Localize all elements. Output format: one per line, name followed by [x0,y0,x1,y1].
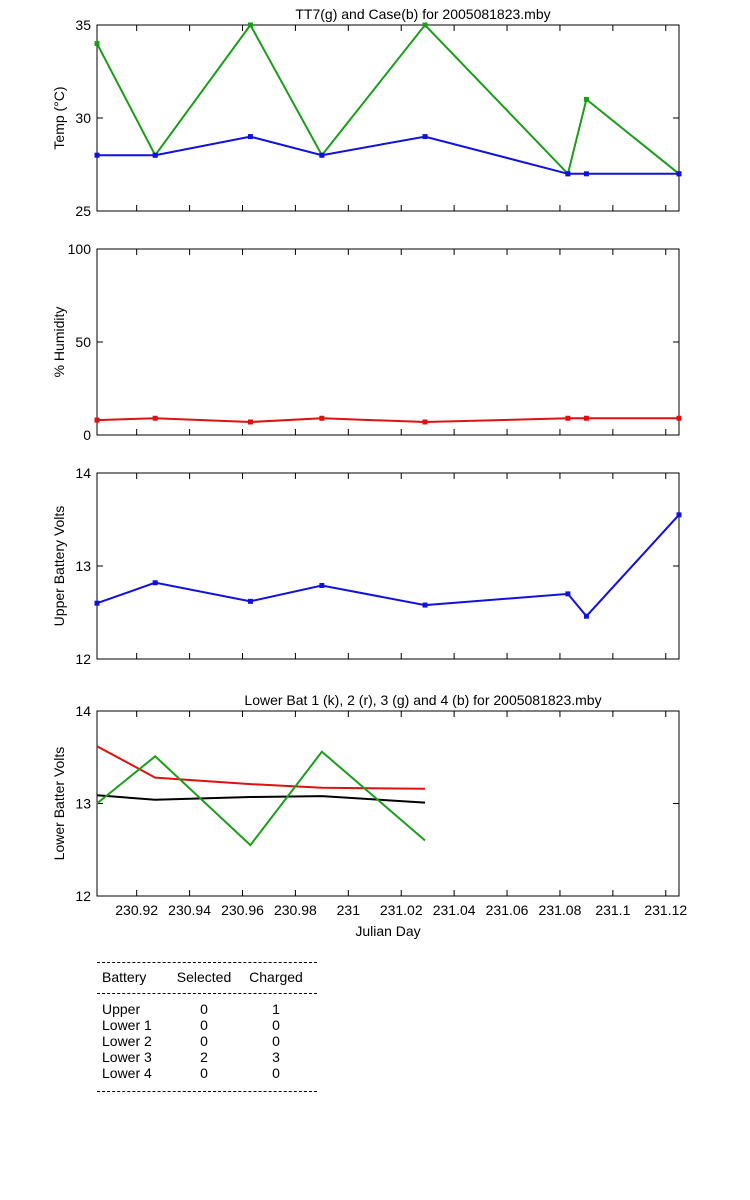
cell-selected: 2 [200,1049,208,1065]
data-point [583,171,589,177]
table-body: Upper 0 1 Lower 1 0 0 Lower 2 0 0 Lower … [97,994,317,1091]
cell-charged: 0 [272,1017,280,1033]
cell-charged: 0 [272,1033,280,1049]
table-divider [97,1091,317,1092]
y-tick-label: 14 [75,703,91,719]
data-point [152,152,158,158]
data-point [94,152,100,158]
series-line [96,23,680,176]
y-axis-label: % Humidity [51,307,67,378]
x-tick-label: 231.1 [595,902,630,918]
y-tick-label: 13 [75,558,91,574]
plot-frame [96,248,680,436]
y-tick-label: 0 [83,427,91,443]
header-selected: Selected [176,969,232,985]
cell-battery: Lower 3 [102,1049,152,1065]
data-point [583,613,589,619]
x-tick-label: 231.06 [486,902,529,918]
data-point [94,41,100,47]
cell-selected: 0 [200,1065,208,1081]
data-point [319,415,325,421]
data-point [565,171,571,177]
plot-frame [96,24,680,212]
series-line [96,794,426,804]
cell-battery: Lower 2 [102,1033,152,1049]
cell-battery: Lower 4 [102,1065,152,1081]
x-tick-label: 231.12 [644,902,687,918]
data-point [583,415,589,421]
cell-battery: Lower 1 [102,1017,152,1033]
y-tick-label: 14 [75,465,91,481]
figure: 25 30 35 TT7(g) and Case(b) for 2005081823.… [51,6,687,939]
data-point [565,591,571,597]
x-tick-label: 231 [337,902,361,918]
plot-frame [96,710,680,897]
data-point [152,580,158,586]
x-tick-label: 230.94 [168,902,211,918]
series-line [96,745,426,790]
cell-charged: 3 [272,1049,280,1065]
data-point [422,22,428,28]
series-line [96,750,426,847]
series-line [96,417,679,424]
x-axis-label: Julian Day [355,923,420,939]
table-row: Lower 1 0 0 [97,1017,317,1033]
table-row: Upper 0 1 [97,1001,317,1017]
data-point [676,512,682,518]
data-point [319,152,325,158]
table-divider [97,962,317,963]
data-point [676,171,682,177]
data-point [247,134,253,140]
header-charged: Charged [249,969,303,985]
y-axis-label: Temp (°C) [51,86,67,149]
cell-charged: 1 [272,1001,280,1017]
table-divider [97,993,317,994]
cell-charged: 0 [272,1065,280,1081]
battery-table: Battery Selected Charged Upper 0 1 Lower… [97,962,317,1092]
data-point [94,600,100,606]
table-row: Lower 2 0 0 [97,1033,317,1049]
y-tick-label: 13 [75,796,91,812]
cell-selected: 0 [200,1001,208,1017]
data-point [422,419,428,425]
chart-title: TT7(g) and Case(b) for 2005081823.mby [295,6,550,22]
x-tick-label: 230.96 [221,902,264,918]
y-tick-label: 25 [75,203,91,219]
y-axis-label: Lower Batter Volts [51,747,67,861]
x-tick-label: 231.02 [380,902,423,918]
y-tick-label: 50 [75,334,91,350]
data-point [94,417,100,423]
y-tick-label: 12 [75,888,91,904]
data-point [565,415,571,421]
data-point [247,419,253,425]
plot-frame [96,472,680,660]
data-point [422,602,428,608]
cell-selected: 0 [200,1033,208,1049]
data-point [422,134,428,140]
y-tick-label: 12 [75,651,91,667]
table-row: Lower 3 2 3 [97,1049,317,1065]
x-tick-label: 231.04 [433,902,476,918]
series-line [97,135,679,175]
data-point [676,415,682,421]
data-point [319,583,325,589]
x-tick-label: 230.98 [274,902,317,918]
data-point [247,598,253,604]
x-tick-label: 231.08 [539,902,582,918]
cell-selected: 0 [200,1017,208,1033]
data-point [583,96,589,102]
cell-battery: Upper [102,1001,141,1017]
data-point [152,415,158,421]
y-axis-label: Upper Battery Volts [51,506,67,627]
data-point [247,22,253,28]
chart-title: Lower Bat 1 (k), 2 (r), 3 (g) and 4 (b) … [244,692,601,708]
header-battery: Battery [102,969,147,985]
series-line [96,514,680,618]
y-tick-label: 100 [68,241,92,257]
table-header-row: Battery Selected Charged [97,963,317,993]
y-tick-label: 35 [75,17,91,33]
x-tick-label: 230.92 [115,902,158,918]
table-row: Lower 4 0 0 [97,1065,317,1081]
y-tick-label: 30 [75,110,91,126]
